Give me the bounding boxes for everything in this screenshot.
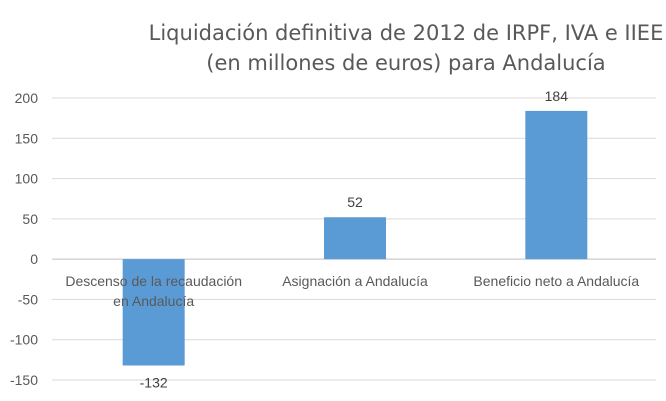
category-label: Asignación a Andalucía <box>282 273 428 289</box>
chart-title-line-2: (en millones de euros) para Andalucía <box>206 51 605 75</box>
category-label: Beneficio neto a Andalucía <box>473 273 639 289</box>
y-tick-label: -150 <box>10 372 38 388</box>
data-label: 52 <box>347 194 363 210</box>
y-tick-label: -50 <box>18 291 38 307</box>
category-label: en Andalucía <box>113 293 194 309</box>
chart-title-line-1: Liquidación definitiva de 2012 de IRPF, … <box>149 21 664 45</box>
bar <box>122 259 185 366</box>
data-label: 184 <box>545 88 569 104</box>
data-label: -132 <box>140 374 168 390</box>
chart-title: Liquidación definitiva de 2012 de IRPF, … <box>149 21 664 75</box>
y-tick-label: 150 <box>15 130 39 146</box>
bars <box>122 110 588 366</box>
y-tick-label: 100 <box>15 171 39 187</box>
bar <box>525 110 588 260</box>
y-tick-label: 0 <box>30 251 38 267</box>
y-tick-label: 50 <box>22 211 38 227</box>
data-labels: -132 52 184 <box>140 88 569 391</box>
bar <box>324 217 386 260</box>
y-axis-tick-labels: 200 150 100 50 0 -50 -100 -150 <box>10 90 38 388</box>
category-labels: Descenso de la recaudación en Andalucía As… <box>65 273 639 309</box>
y-tick-label: 200 <box>15 90 39 106</box>
y-tick-label: -100 <box>10 332 38 348</box>
category-label: Descenso de la recaudación <box>65 273 242 289</box>
